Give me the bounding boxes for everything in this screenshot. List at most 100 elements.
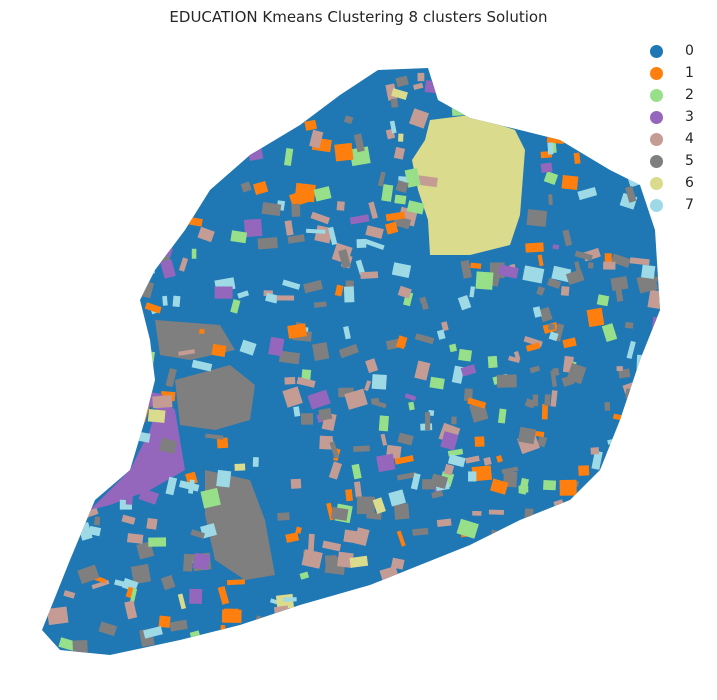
parcel-cluster-4: [51, 195, 67, 202]
parcel-cluster-5: [395, 621, 411, 640]
parcel-cluster-1: [334, 142, 354, 162]
parcel-cluster-1: [356, 594, 375, 607]
parcel-cluster-7: [449, 568, 464, 584]
parcel-cluster-5: [300, 413, 314, 425]
parcel-cluster-5: [526, 209, 548, 227]
legend-item-1: 1: [650, 62, 694, 84]
parcel-cluster-1: [470, 262, 482, 269]
parcel-cluster-2: [497, 408, 507, 424]
parcel-cluster-5: [541, 517, 555, 529]
parcel-cluster-5: [312, 342, 330, 361]
parcel-cluster-2: [288, 88, 310, 102]
parcel-cluster-4: [302, 620, 322, 626]
legend-item-2: 2: [650, 84, 694, 106]
parcel-cluster-5: [118, 386, 131, 398]
parcel-cluster-5: [303, 279, 324, 294]
parcel-cluster-4: [63, 590, 76, 599]
parcel-cluster-5: [414, 333, 435, 345]
parcel-cluster-7: [88, 525, 102, 537]
parcel-cluster-5: [610, 276, 629, 292]
parcel-cluster-5: [91, 439, 106, 451]
parcel-cluster-7: [48, 290, 55, 300]
parcel-cluster-3: [214, 286, 233, 299]
parcel-cluster-1: [334, 284, 344, 297]
parcel-cluster-5: [610, 253, 631, 268]
parcel-cluster-3: [349, 214, 370, 225]
parcel-cluster-7: [246, 95, 258, 101]
legend-label-2: 2: [685, 87, 694, 103]
parcel-cluster-7: [609, 452, 629, 470]
parcel-cluster-7: [436, 329, 446, 340]
parcel-cluster-7: [522, 265, 545, 284]
parcel-cluster-7: [610, 576, 625, 595]
parcel-cluster-7: [165, 476, 178, 496]
parcel-cluster-4: [136, 219, 152, 237]
parcel-cluster-7: [58, 176, 78, 195]
parcel-cluster-5: [421, 302, 429, 310]
parcel-cluster-5: [615, 287, 624, 302]
parcel-cluster-4: [89, 80, 111, 95]
parcel-cluster-5: [429, 632, 437, 646]
parcel-cluster-5: [165, 368, 177, 388]
parcel-cluster-1: [285, 532, 300, 543]
parcel-cluster-2: [394, 194, 407, 205]
parcel-cluster-4: [483, 456, 492, 466]
parcel-cluster-5: [92, 230, 111, 237]
parcel-cluster-4: [178, 257, 189, 272]
parcel-cluster-5: [205, 433, 224, 440]
parcel-cluster-4: [472, 510, 482, 516]
parcel-cluster-7: [502, 586, 511, 600]
parcel-cluster-4: [625, 404, 637, 420]
parcel-cluster-4: [556, 630, 565, 639]
parcel-cluster-7: [488, 94, 508, 105]
parcel-cluster-5: [642, 428, 660, 445]
parcel-cluster-4: [408, 108, 430, 129]
parcel-cluster-5: [513, 591, 518, 603]
parcel-cluster-2: [129, 588, 138, 603]
parcel-cluster-1: [289, 189, 310, 208]
parcel-cluster-4: [629, 257, 650, 266]
parcel-cluster-4: [310, 211, 331, 225]
parcel-cluster-1: [243, 641, 264, 655]
parcel-cluster-2: [633, 561, 642, 575]
parcel-cluster-1: [461, 105, 479, 114]
parcel-cluster-5: [121, 179, 132, 186]
parcel-cluster-1: [385, 221, 399, 235]
parcel-cluster-5: [561, 501, 570, 514]
parcel-cluster-4: [344, 388, 368, 410]
parcel-cluster-7: [447, 454, 466, 468]
parcel-cluster-2: [447, 448, 464, 457]
parcel-cluster-7: [42, 340, 59, 360]
parcel-cluster-1: [216, 437, 229, 449]
parcel-cluster-4: [353, 527, 370, 547]
parcel-cluster-5: [517, 426, 537, 445]
parcel-cluster-7: [124, 284, 145, 291]
parcel-cluster-5: [72, 640, 88, 654]
parcel-cluster-4: [483, 85, 495, 93]
parcel-cluster-7: [532, 306, 542, 318]
parcel-cluster-4: [337, 551, 354, 569]
parcel-cluster-1: [537, 254, 544, 267]
legend: 0 1 2 3 4 5 6 7: [650, 40, 694, 216]
parcel-cluster-1: [495, 455, 503, 463]
parcel-cluster-5: [529, 365, 541, 374]
legend-label-4: 4: [685, 131, 694, 147]
parcel-cluster-7: [577, 187, 598, 201]
parcel-cluster-5: [377, 171, 386, 187]
parcel-cluster-7: [137, 431, 151, 443]
parcel-cluster-5: [587, 262, 594, 269]
parcel-cluster-7: [469, 286, 476, 298]
parcel-cluster-1: [118, 381, 129, 390]
parcel-cluster-1: [573, 152, 581, 165]
parcel-cluster-5: [51, 149, 69, 167]
parcel-cluster-3: [440, 431, 459, 451]
parcel-cluster-4: [417, 72, 425, 82]
parcel-cluster-5: [314, 301, 327, 308]
parcel-cluster-5: [370, 606, 390, 627]
parcel-cluster-1: [158, 615, 171, 628]
parcel-cluster-7: [595, 134, 610, 141]
parcel-cluster-7: [638, 610, 647, 622]
parcel-cluster-5: [469, 93, 488, 110]
parcel-cluster-4: [48, 515, 64, 522]
parcel-cluster-4: [225, 629, 240, 637]
